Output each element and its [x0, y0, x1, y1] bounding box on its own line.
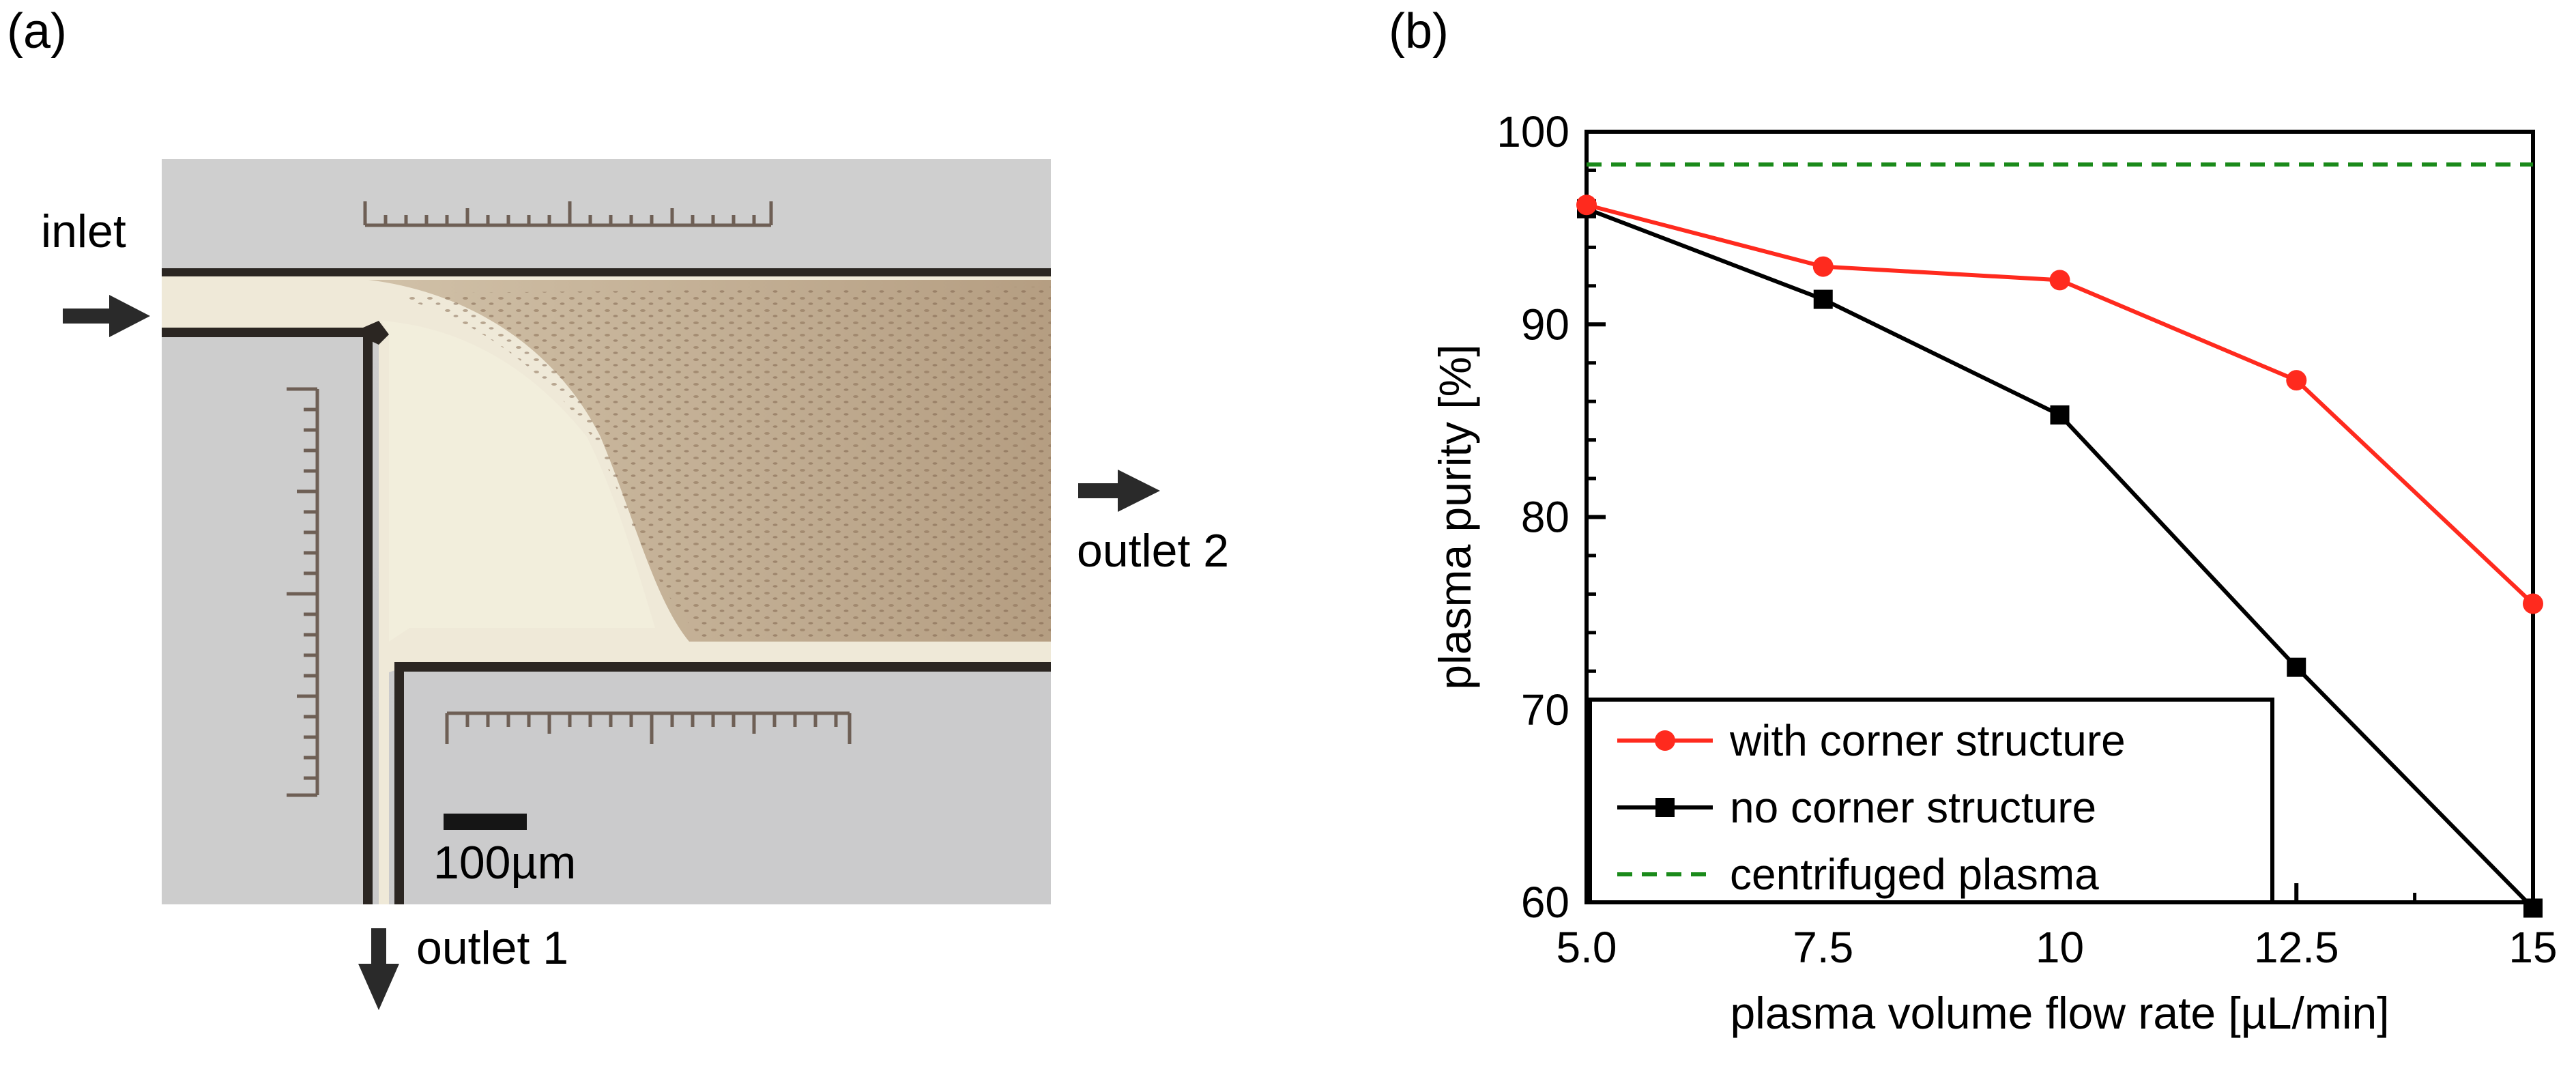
x-tick-label: 10 — [2036, 923, 2084, 972]
no-corner-structure-point — [2523, 898, 2543, 918]
x-tick-label: 15 — [2508, 923, 2557, 972]
inlet-arrow — [63, 295, 150, 337]
legend-label: with corner structure — [1729, 716, 2126, 765]
inlet-label: inlet — [41, 205, 126, 257]
x-axis-title: plasma volume flow rate [µL/min] — [1730, 988, 2389, 1038]
y-tick-label: 60 — [1521, 878, 1569, 927]
bottom-ruler — [445, 711, 852, 744]
scale-bar-label: 100µm — [433, 837, 577, 889]
no-corner-structure-point — [1813, 289, 1833, 309]
with-corner-structure-point — [2049, 270, 2070, 291]
x-tick-label: 7.5 — [1793, 923, 1853, 972]
outlet1-left-wall — [363, 337, 373, 904]
legend-label: no corner structure — [1730, 783, 2096, 832]
chart-axes: 60 70 80 90 100 5.0 7.5 10 12.5 15 plasma volume f… — [1430, 107, 2558, 1038]
channel-bottom-wall — [394, 662, 1051, 672]
with-corner-structure-point — [1812, 256, 1834, 277]
chart-legend: with corner structure no corner structure… — [1588, 698, 2274, 904]
outlet1-arrow — [358, 928, 399, 1010]
no-corner-structure-point — [2050, 405, 2070, 425]
top-ruler — [363, 201, 773, 227]
y-tick-label: 90 — [1521, 300, 1569, 349]
x-tick-label: 12.5 — [2254, 923, 2339, 972]
channel-top-wall — [162, 268, 1051, 276]
scale-bar — [444, 814, 527, 830]
legend-box — [1588, 698, 2274, 904]
outlet2-label: outlet 2 — [1077, 525, 1230, 577]
with-corner-structure-point — [2523, 593, 2543, 614]
outlet1-right-wall — [394, 665, 404, 904]
inlet-lower-wall — [162, 328, 363, 337]
x-tick-label: 5.0 — [1557, 923, 1617, 972]
plasma-region — [382, 321, 655, 642]
microchannel-micrograph — [63, 159, 1160, 1010]
panel-b-label: (b) — [1389, 4, 1449, 59]
no-corner-structure-point — [2287, 657, 2306, 677]
outlet1-label: outlet 1 — [416, 922, 569, 974]
y-tick-label: 80 — [1521, 493, 1569, 542]
left-ruler — [287, 387, 319, 797]
legend-marker — [1655, 730, 1675, 751]
legend-label: centrifuged plasma — [1730, 850, 2099, 899]
with-corner-structure-point — [2286, 370, 2307, 391]
y-tick-label: 70 — [1521, 685, 1569, 734]
legend-marker — [1655, 798, 1675, 817]
outlet2-arrow — [1078, 470, 1160, 512]
panel-a-label: (a) — [7, 4, 67, 59]
series-group — [1576, 195, 2543, 918]
y-axis-title: plasma purity [%] — [1430, 344, 1480, 689]
y-tick-label: 100 — [1496, 107, 1569, 156]
with-corner-structure-point — [1576, 195, 1597, 216]
